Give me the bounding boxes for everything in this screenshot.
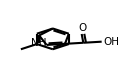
Text: O: O — [78, 23, 86, 33]
Text: OH: OH — [103, 37, 119, 47]
Text: NH: NH — [31, 38, 47, 48]
